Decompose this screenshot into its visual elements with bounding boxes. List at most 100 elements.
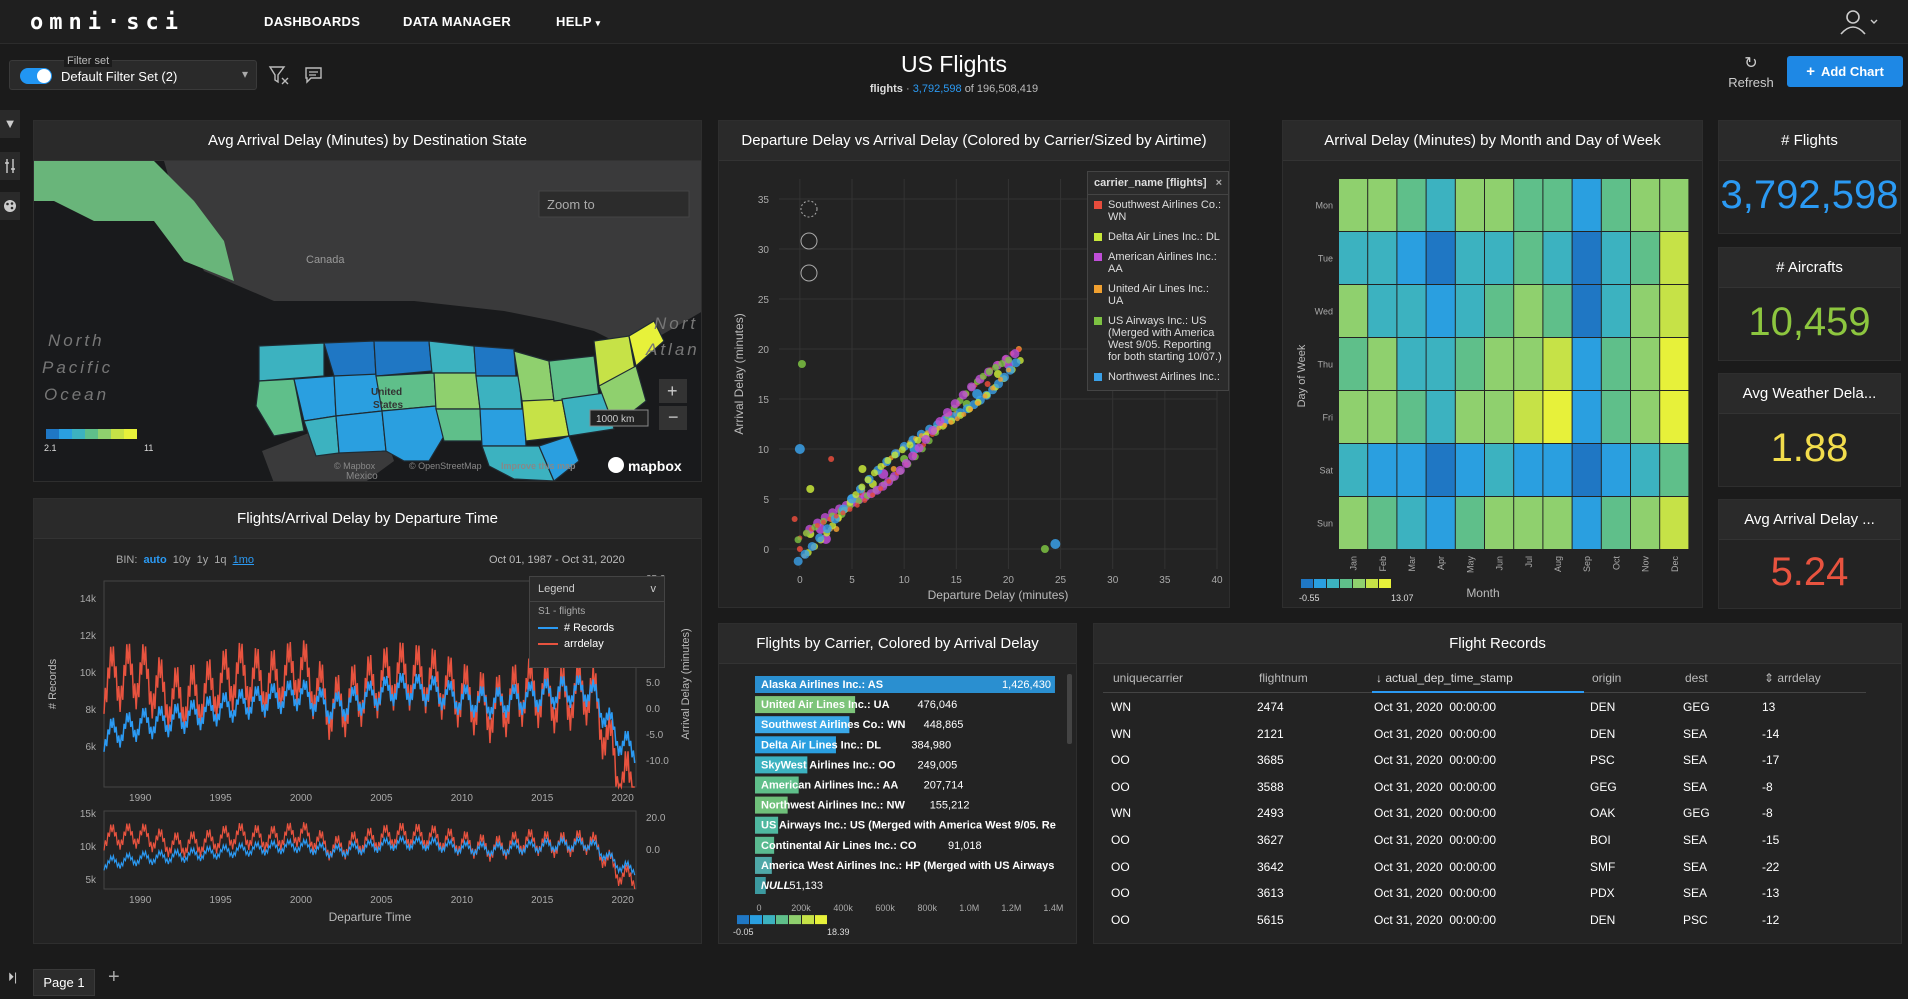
scatter-point[interactable] bbox=[950, 399, 960, 409]
heatmap-cell[interactable] bbox=[1485, 497, 1514, 549]
heatmap-cell[interactable] bbox=[1339, 497, 1368, 549]
number-card-arrival-delay[interactable]: Avg Arrival Delay ... 5.24 bbox=[1718, 499, 1901, 609]
scatter-point[interactable] bbox=[1005, 356, 1013, 364]
scatter-point[interactable] bbox=[990, 385, 996, 391]
scatter-point[interactable] bbox=[942, 422, 948, 428]
add-page-button[interactable]: + bbox=[108, 966, 120, 988]
bin-10y[interactable]: 10y bbox=[172, 554, 191, 566]
scatter-point[interactable] bbox=[878, 486, 884, 492]
scatter-legend-item[interactable]: US Airways Inc.: US (Merged with America… bbox=[1088, 311, 1228, 367]
bar-chart-title[interactable]: Flights by Carrier, Colored by Arrival D… bbox=[719, 624, 1076, 664]
omnisci-logo[interactable]: omni·sci bbox=[30, 10, 184, 35]
heatmap-cell[interactable] bbox=[1514, 232, 1543, 284]
table-cell[interactable]: SEA bbox=[1683, 886, 1708, 901]
heatmap-cell[interactable] bbox=[1339, 338, 1368, 390]
bin-1mo[interactable]: 1mo bbox=[232, 554, 254, 566]
nav-help[interactable]: HELP ▾ bbox=[556, 14, 600, 29]
nav-dashboards[interactable]: DASHBOARDS bbox=[264, 14, 361, 29]
table-cell[interactable]: 3588 bbox=[1257, 779, 1284, 794]
heatmap-cell[interactable] bbox=[1485, 179, 1514, 231]
heatmap-cell[interactable] bbox=[1455, 444, 1484, 496]
scatter-point[interactable] bbox=[820, 519, 826, 525]
heatmap-cell[interactable] bbox=[1339, 285, 1368, 337]
scatter-point[interactable] bbox=[794, 444, 805, 454]
scatter-point[interactable] bbox=[942, 407, 952, 417]
scatter-point[interactable] bbox=[998, 376, 1004, 382]
scatter-point[interactable] bbox=[914, 436, 922, 444]
table-cell[interactable]: Oct 31, 2020 00:00:00 bbox=[1374, 833, 1497, 847]
scatter-chart-title[interactable]: Departure Delay vs Arrival Delay (Colore… bbox=[719, 121, 1229, 161]
table-cell[interactable]: -14 bbox=[1762, 726, 1780, 741]
scatter-point[interactable] bbox=[935, 417, 945, 427]
scatter-point[interactable] bbox=[1040, 545, 1049, 553]
heatmap-cell[interactable] bbox=[1426, 391, 1455, 443]
heatmap-cell[interactable] bbox=[1368, 179, 1397, 231]
heatmap-cell[interactable] bbox=[1368, 338, 1397, 390]
scatter-point[interactable] bbox=[985, 368, 993, 376]
heatmap-cell[interactable] bbox=[1660, 444, 1689, 496]
page-tab[interactable]: Page 1 bbox=[33, 969, 95, 996]
scatter-legend[interactable]: carrier_name [flights] × Southwest Airlin… bbox=[1087, 171, 1229, 391]
refresh-button[interactable]: ↻ Refresh bbox=[1720, 56, 1782, 91]
table-cell[interactable]: Oct 31, 2020 00:00:00 bbox=[1374, 700, 1497, 714]
table-cell[interactable]: -15 bbox=[1762, 833, 1780, 847]
heatmap-cell[interactable] bbox=[1368, 497, 1397, 549]
line-chart[interactable]: 14k12k10k8k6k25.020.015.010.05.00.0-5.0-… bbox=[34, 539, 702, 944]
heatmap-cell[interactable] bbox=[1455, 285, 1484, 337]
bin-auto[interactable]: auto bbox=[143, 554, 167, 566]
user-menu[interactable] bbox=[1838, 8, 1878, 36]
scatter-point[interactable] bbox=[806, 485, 815, 493]
table-title[interactable]: Flight Records bbox=[1094, 624, 1901, 664]
bar[interactable] bbox=[755, 716, 850, 734]
table-cell[interactable]: WN bbox=[1111, 700, 1131, 714]
heatmap-cell[interactable] bbox=[1455, 497, 1484, 549]
table-cell[interactable]: PSC bbox=[1590, 753, 1615, 768]
heatmap-cell[interactable] bbox=[1514, 285, 1543, 337]
number-card-aircrafts[interactable]: # Aircrafts 10,459 bbox=[1718, 247, 1901, 361]
heatmap-cell[interactable] bbox=[1543, 338, 1572, 390]
scatter-point[interactable] bbox=[854, 502, 860, 508]
heatmap-cell[interactable] bbox=[1572, 285, 1601, 337]
table-cell[interactable]: SEA bbox=[1683, 833, 1708, 847]
table-cell[interactable]: OO bbox=[1111, 886, 1130, 901]
scatter-point[interactable] bbox=[1010, 349, 1020, 359]
heatmap-cell[interactable] bbox=[1397, 444, 1426, 496]
heatmap-cell[interactable] bbox=[1660, 285, 1689, 337]
heatmap-cell[interactable] bbox=[1426, 179, 1455, 231]
heatmap-cell[interactable] bbox=[1514, 391, 1543, 443]
heatmap-cell[interactable] bbox=[1397, 338, 1426, 390]
heatmap-cell[interactable] bbox=[1572, 338, 1601, 390]
clear-filters-button[interactable] bbox=[268, 64, 290, 89]
heatmap-cell[interactable] bbox=[1397, 285, 1426, 337]
circle-select-icon[interactable] bbox=[800, 200, 818, 218]
scatter-point[interactable] bbox=[840, 510, 846, 516]
table-cell[interactable]: Oct 31, 2020 00:00:00 bbox=[1374, 779, 1497, 794]
table-cell[interactable]: 3642 bbox=[1257, 859, 1284, 874]
line-legend[interactable]: Legend v S1 - flights # Records arrdelay bbox=[529, 576, 665, 668]
heatmap-cell[interactable] bbox=[1397, 497, 1426, 549]
bar[interactable] bbox=[755, 776, 799, 794]
heatmap-cell[interactable] bbox=[1543, 285, 1572, 337]
table-cell[interactable]: 2474 bbox=[1257, 700, 1284, 714]
table-cell[interactable]: -12 bbox=[1762, 912, 1780, 927]
heatmap-cell[interactable] bbox=[1631, 338, 1660, 390]
scatter-point[interactable] bbox=[794, 536, 802, 544]
zoom-out-button[interactable] bbox=[659, 406, 687, 430]
heatmap-cell[interactable] bbox=[1426, 497, 1455, 549]
heatmap-cell[interactable] bbox=[1601, 338, 1630, 390]
table-cell[interactable]: Oct 31, 2020 00:00:00 bbox=[1374, 806, 1497, 821]
scatter-point[interactable] bbox=[877, 462, 885, 470]
scatter-point[interactable] bbox=[992, 363, 1000, 371]
heatmap-cell[interactable] bbox=[1572, 391, 1601, 443]
heatmap-cell[interactable] bbox=[1397, 232, 1426, 284]
table-cell[interactable]: GEG bbox=[1683, 700, 1710, 714]
heatmap-cell[interactable] bbox=[1455, 338, 1484, 390]
table-cell[interactable]: SEA bbox=[1683, 859, 1708, 874]
heatmap-cell[interactable] bbox=[1485, 391, 1514, 443]
heatmap-cell[interactable] bbox=[1485, 444, 1514, 496]
scatter-point[interactable] bbox=[828, 456, 835, 462]
scatter-point[interactable] bbox=[975, 400, 981, 406]
table-cell[interactable]: GEG bbox=[1683, 806, 1710, 821]
col-origin-header[interactable]: origin bbox=[1592, 671, 1622, 685]
scatter-point[interactable] bbox=[982, 393, 988, 399]
